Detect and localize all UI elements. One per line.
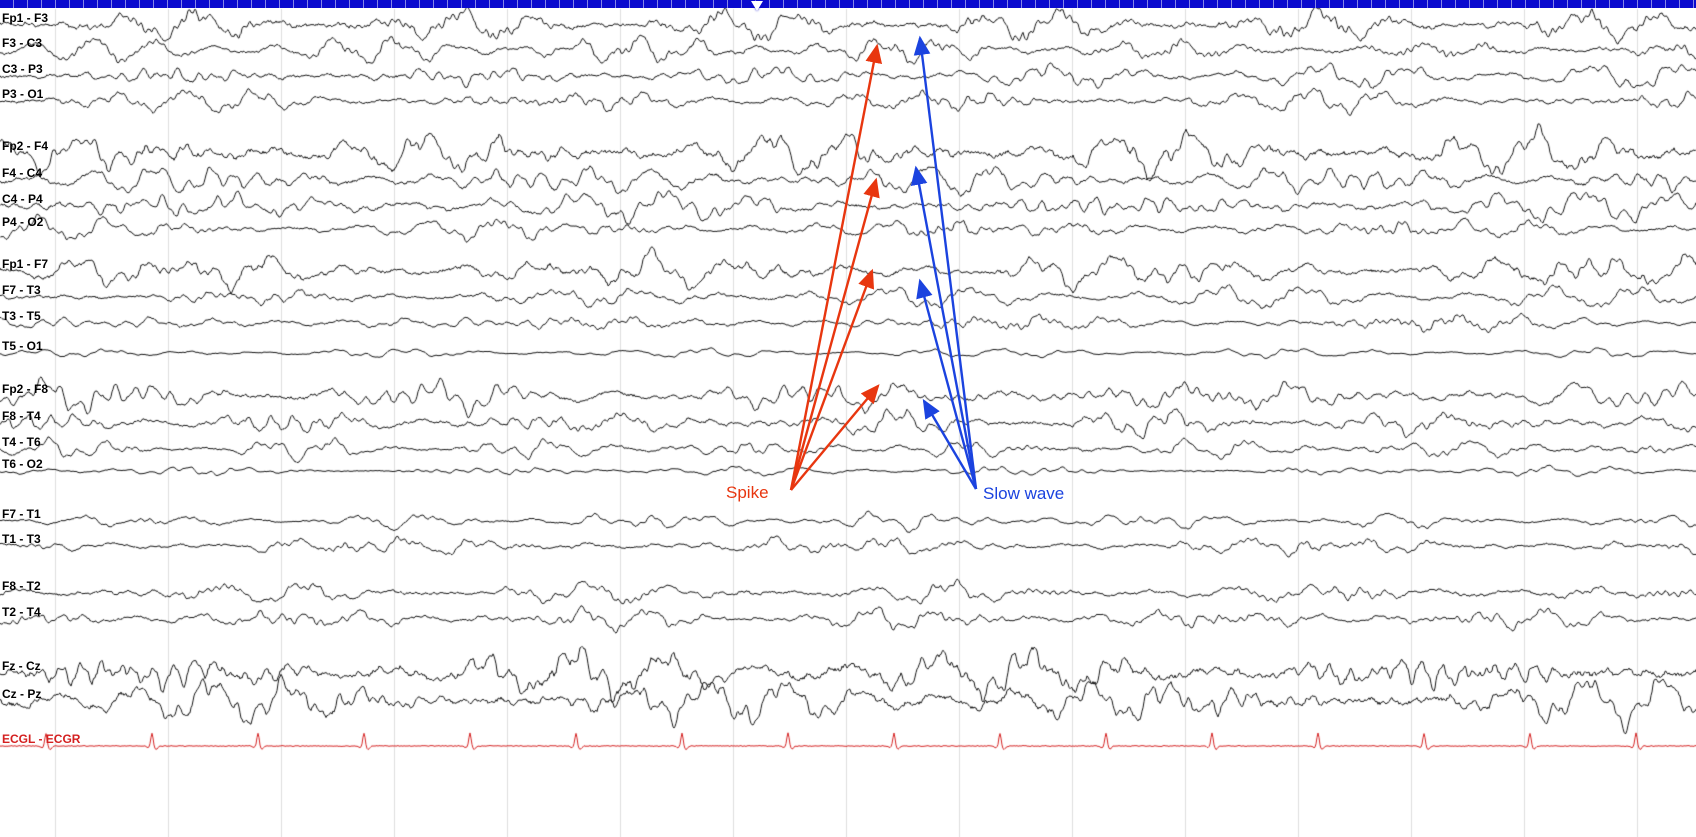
- channel-label-c4-p4: C4 - P4: [2, 192, 43, 206]
- channel-label-t6-o2: T6 - O2: [2, 457, 43, 471]
- channel-label-t3-t5: T3 - T5: [2, 309, 41, 323]
- channel-label-f3-c3: F3 - C3: [2, 36, 43, 50]
- slow-wave-annotation-label: Slow wave: [983, 484, 1065, 503]
- timeline-bar[interactable]: [0, 0, 1696, 11]
- channel-label-t1-t3: T1 - T3: [2, 532, 41, 546]
- channel-label-fz-cz: Fz - Cz: [2, 659, 41, 673]
- channel-label-t4-t6: T4 - T6: [2, 435, 41, 449]
- channel-label-fp2-f4: Fp2 - F4: [2, 139, 49, 153]
- channel-label-c3-p3: C3 - P3: [2, 62, 43, 76]
- channel-label-f8-t2: F8 - T2: [2, 579, 41, 593]
- channel-label-f7-t1: F7 - T1: [2, 507, 41, 521]
- channel-label-fp2-f8: Fp2 - F8: [2, 382, 49, 396]
- channel-label-p4-o2: P4 - O2: [2, 215, 44, 229]
- channel-label-cz-pz: Cz - Pz: [2, 687, 42, 701]
- channel-label-fp1-f7: Fp1 - F7: [2, 257, 49, 271]
- channel-label-f7-t3: F7 - T3: [2, 283, 41, 297]
- spike-annotation-label: Spike: [726, 483, 769, 502]
- timeline-marker[interactable]: [751, 1, 763, 11]
- channel-label-t2-t4: T2 - T4: [2, 605, 41, 619]
- channel-label-t5-o1: T5 - O1: [2, 339, 43, 353]
- channel-label-fp1-f3: Fp1 - F3: [2, 11, 49, 25]
- channel-label-f8-t4: F8 - T4: [2, 409, 41, 423]
- channel-label-ecg: ECGL - ECGR: [2, 732, 81, 746]
- channel-label-p3-o1: P3 - O1: [2, 87, 44, 101]
- channel-label-f4-c4: F4 - C4: [2, 166, 43, 180]
